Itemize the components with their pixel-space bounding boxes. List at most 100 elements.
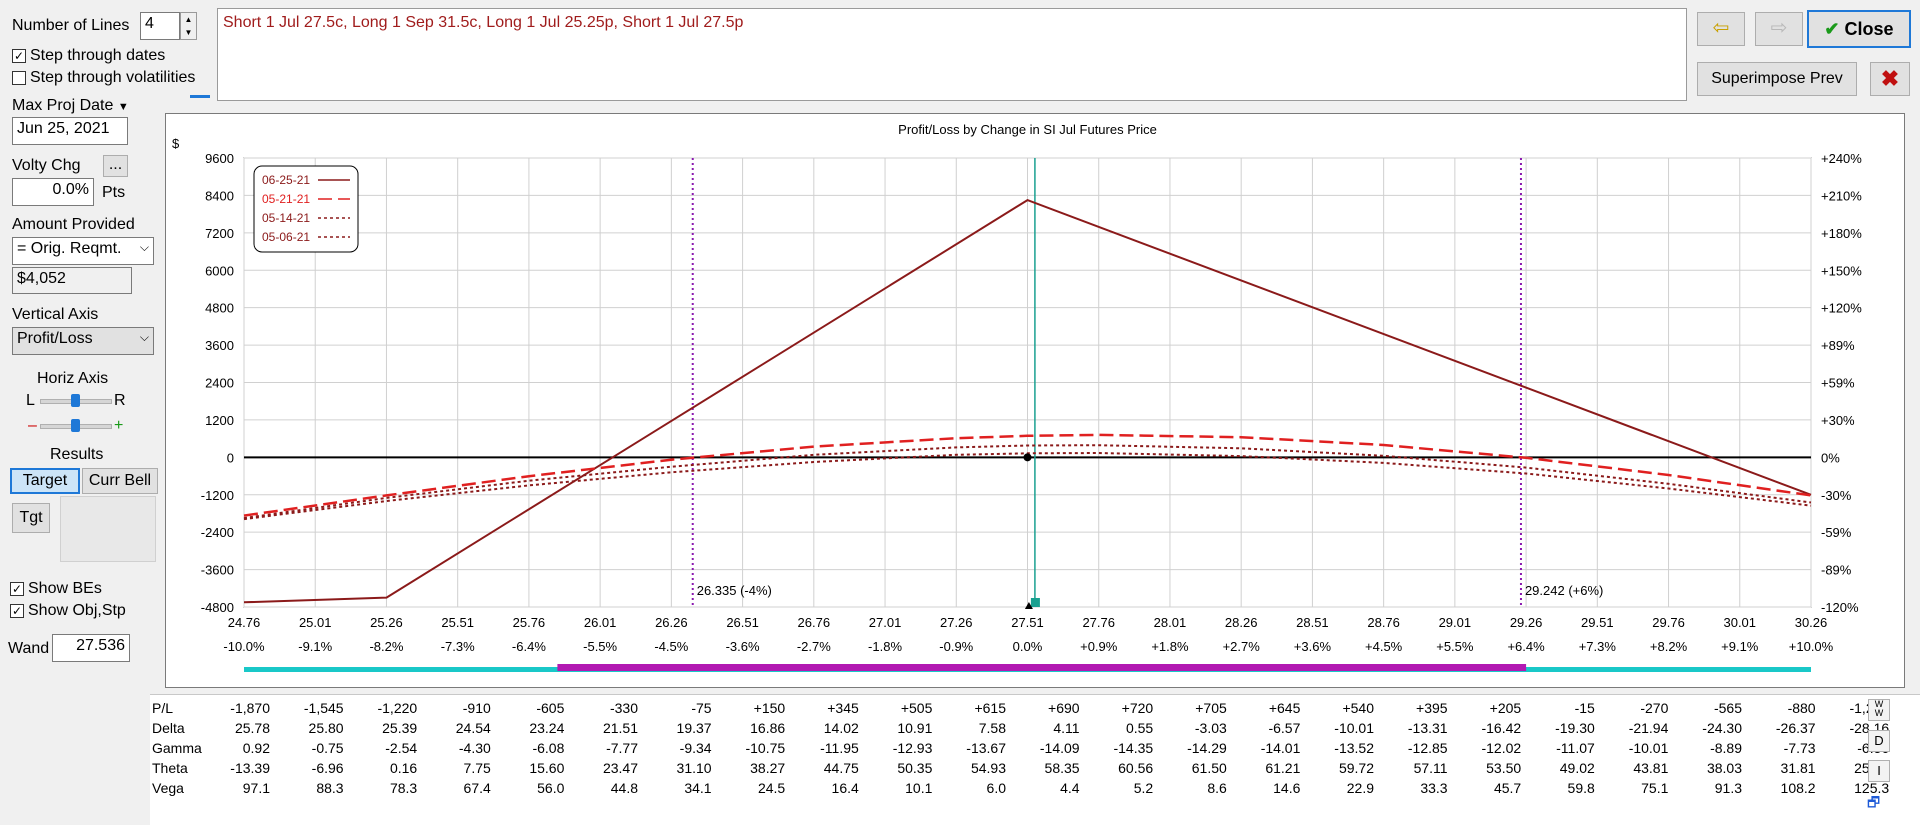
greek-cell: 50.35: [897, 760, 933, 776]
volty-chg-label: Volty Chg: [12, 157, 81, 174]
greek-cell: 49.02: [1559, 760, 1595, 776]
target-button[interactable]: Target: [10, 468, 80, 494]
greek-cell: 45.7: [1493, 780, 1522, 796]
close-button[interactable]: ✔ Close: [1807, 10, 1911, 48]
greek-cell: -13.31: [1407, 720, 1448, 736]
y-tick-label: 2400: [205, 376, 234, 391]
greek-cell: -13.67: [966, 740, 1006, 756]
greek-cell: 0.55: [1125, 720, 1154, 736]
greek-cell: -6.57: [1268, 720, 1301, 736]
y-right-tick-label: +240%: [1821, 151, 1862, 166]
export-icon[interactable]: 🗗: [1867, 794, 1881, 810]
y-right-tick-label: -59%: [1821, 525, 1852, 540]
series-line-05-14-21: [243, 444, 1812, 520]
x-pct-tick-label: -7.3%: [441, 639, 475, 654]
greek-cell: 19.37: [676, 720, 712, 736]
x-pct-tick-label: +4.5%: [1365, 639, 1403, 654]
x-tick-label: 26.76: [798, 615, 831, 630]
chevron-down-icon: ⌵: [139, 330, 149, 344]
greek-cell: 4.4: [1060, 780, 1080, 796]
volty-chg-input[interactable]: 0.0%: [12, 178, 94, 206]
x-pct-tick-label: +10.0%: [1789, 639, 1834, 654]
strategy-description[interactable]: Short 1 Jul 27.5c, Long 1 Sep 31.5c, Lon…: [217, 8, 1687, 101]
x-tick-label: 27.51: [1011, 615, 1044, 630]
slider-minus-label: –: [28, 417, 37, 434]
prev-arrow-button[interactable]: ⇦: [1697, 12, 1745, 46]
number-of-lines-input[interactable]: 4: [140, 12, 180, 40]
x-pct-tick-label: -9.1%: [298, 639, 332, 654]
x-tick-label: 30.01: [1723, 615, 1756, 630]
greek-cell: 34.1: [684, 780, 712, 796]
superimpose-prev-button[interactable]: Superimpose Prev: [1697, 62, 1857, 96]
y-tick-label: -2400: [201, 525, 234, 540]
greek-cell: 61.21: [1265, 760, 1301, 776]
curr-bell-button[interactable]: Curr Bell: [82, 468, 158, 494]
greek-cell: 38.27: [750, 760, 786, 776]
greek-cell: -21.94: [1628, 720, 1669, 736]
x-tick-label: 24.76: [228, 615, 261, 630]
greek-row-label: P/L: [152, 700, 174, 716]
greek-cell: 125.3: [1854, 780, 1890, 796]
greek-cell: 8.6: [1207, 780, 1227, 796]
zoom-slider-thumb[interactable]: [71, 419, 80, 432]
greek-cell: 14.02: [823, 720, 859, 736]
cancel-x-button[interactable]: ✖: [1870, 62, 1910, 96]
greek-cell: 25.39: [382, 720, 418, 736]
current-pl-dot: [1023, 453, 1032, 462]
x-pct-tick-label: +7.3%: [1579, 639, 1617, 654]
step-vols-checkbox[interactable]: Step through volatilities: [12, 69, 195, 87]
greek-cell: 59.8: [1567, 780, 1595, 796]
interval-button[interactable]: I: [1868, 760, 1890, 782]
x-pct-tick-label: +5.5%: [1436, 639, 1474, 654]
x-pct-tick-label: -5.5%: [583, 639, 617, 654]
x-tick-label: 29.76: [1652, 615, 1685, 630]
tgt-button[interactable]: Tgt: [12, 503, 50, 533]
horiz-lr-slider-thumb[interactable]: [71, 394, 80, 407]
legend-box: [253, 165, 359, 253]
chevron-down-icon: ⌵: [139, 240, 149, 254]
amount-provided-select[interactable]: = Orig. Reqmt. ⌵: [12, 237, 154, 265]
max-proj-date-label[interactable]: Max Proj Date ▼: [12, 97, 129, 115]
number-of-lines-spinner[interactable]: ▲ ▼: [180, 12, 197, 40]
x-tick-label: 29.51: [1581, 615, 1614, 630]
results-display: [60, 496, 156, 562]
show-obj-checkbox[interactable]: ✓ Show Obj,Stp: [10, 602, 126, 620]
vol-slider-mini[interactable]: [190, 88, 210, 98]
greek-cell: 31.81: [1780, 760, 1816, 776]
legend-label: 05-21-21: [262, 192, 310, 206]
greek-cell: -24.30: [1702, 720, 1742, 736]
greek-cell: 4.11: [1053, 720, 1080, 736]
greek-cell: 53.50: [1486, 760, 1522, 776]
volty-more-button[interactable]: ...: [103, 155, 128, 177]
series-line-06-25-21: [243, 198, 1812, 604]
series-line-05-06-21: [243, 451, 1812, 521]
greek-cell: -330: [609, 700, 638, 716]
daily-button[interactable]: D: [1868, 730, 1890, 752]
greek-cell: +205: [1489, 700, 1522, 716]
greek-cell: -12.93: [892, 740, 933, 756]
greek-cell: 44.75: [823, 760, 859, 776]
greeks-table: P/L -1,870 -1,545 -1,220 -910 -605 -330 -75 +150…: [150, 694, 1920, 825]
y-tick-label: 9600: [205, 151, 234, 166]
step-dates-checkbox[interactable]: ✓ Step through dates: [12, 47, 165, 65]
greek-cell: -26.37: [1775, 720, 1816, 736]
greek-cell: 16.86: [750, 720, 786, 736]
wand-input[interactable]: 27.536: [52, 634, 130, 662]
y-right-tick-label: +30%: [1821, 413, 1855, 428]
max-proj-date-input[interactable]: Jun 25, 2021: [12, 117, 128, 145]
greek-cell: +150: [753, 700, 786, 716]
greek-cell: -14.35: [1113, 740, 1154, 756]
x-tick-label: 25.51: [441, 615, 474, 630]
greek-cell: 22.9: [1346, 780, 1374, 796]
next-arrow-button[interactable]: ⇨: [1755, 12, 1803, 46]
greek-cell: +540: [1342, 700, 1374, 716]
x-pct-tick-label: -8.2%: [369, 639, 403, 654]
vertical-axis-select[interactable]: Profit/Loss ⌵: [12, 327, 154, 355]
greek-cell: 60.56: [1118, 760, 1154, 776]
y-right-tick-label: -120%: [1821, 600, 1859, 615]
show-bes-checkbox[interactable]: ✓ Show BEs: [10, 580, 102, 598]
greek-cell: 24.54: [455, 720, 491, 736]
y-right-tick-label: +180%: [1821, 226, 1862, 241]
x-tick-label: 25.26: [370, 615, 403, 630]
